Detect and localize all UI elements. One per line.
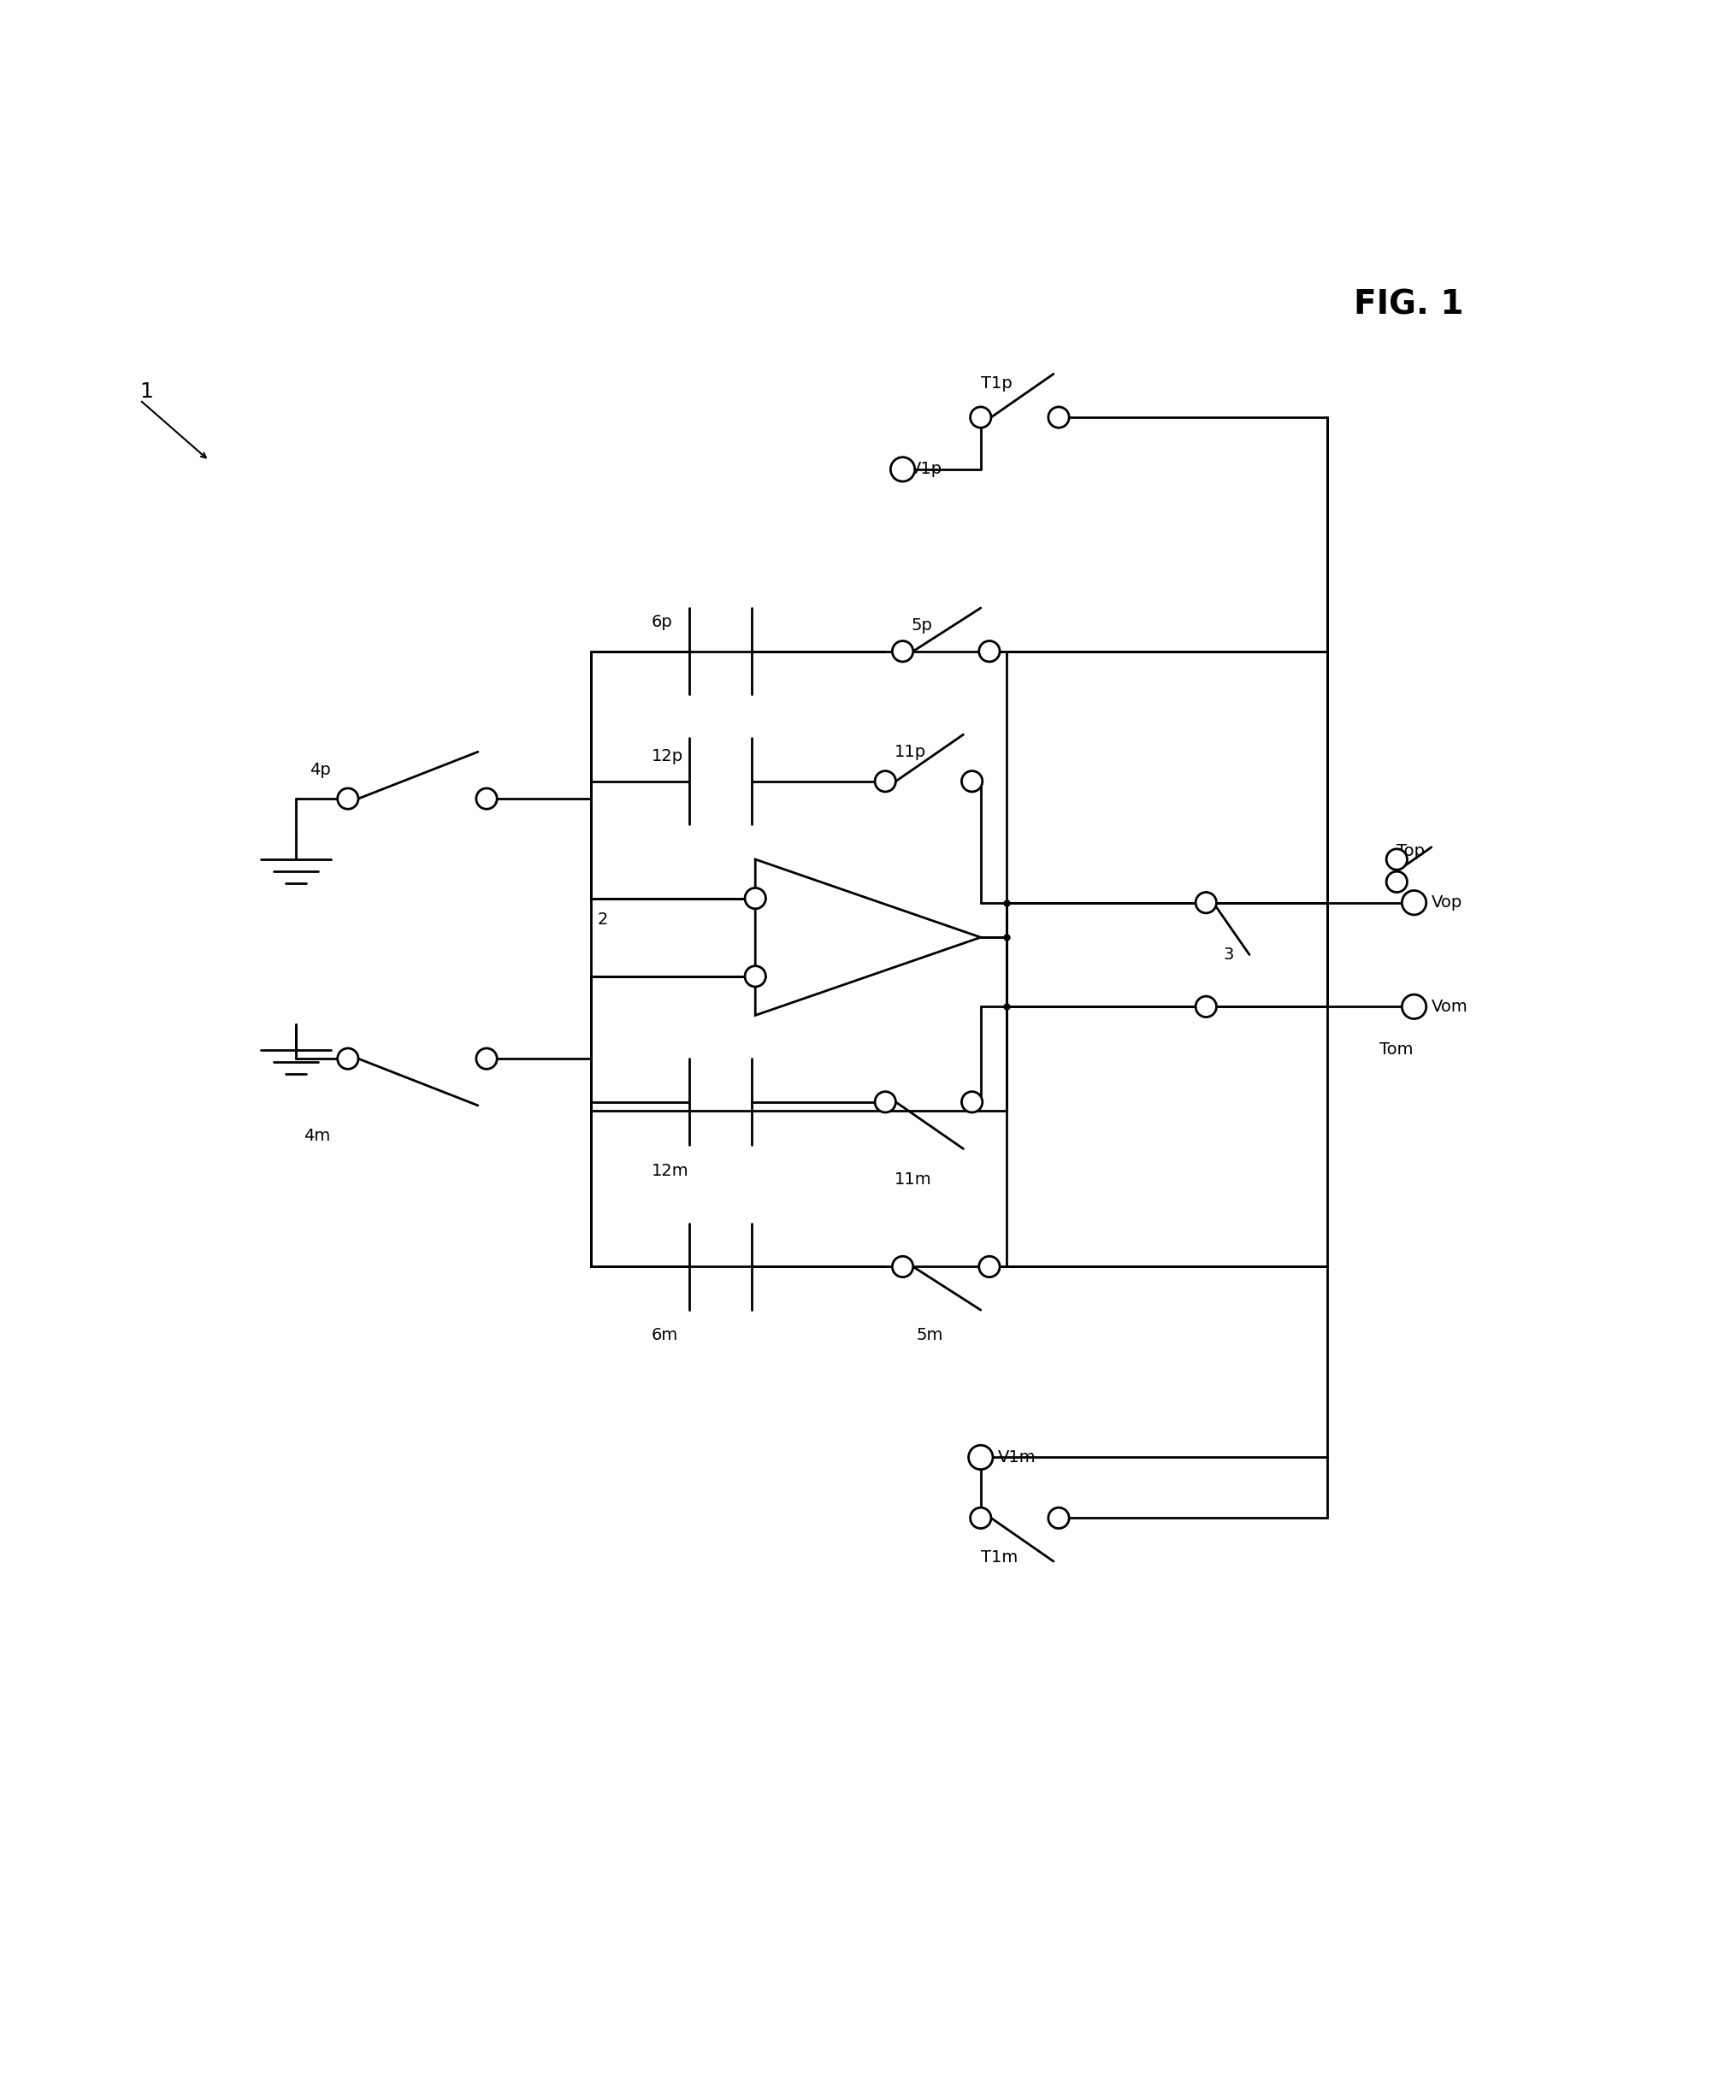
Text: 4p: 4p [309, 762, 330, 777]
Text: 1: 1 [141, 380, 153, 401]
Circle shape [1049, 1508, 1069, 1529]
Circle shape [892, 640, 913, 662]
Circle shape [1049, 407, 1069, 428]
Text: Vop: Vop [1432, 895, 1462, 911]
Text: 12p: 12p [651, 748, 682, 764]
Text: Vom: Vom [1432, 998, 1469, 1014]
Circle shape [979, 1256, 1000, 1277]
Text: 5m: 5m [917, 1327, 943, 1344]
Circle shape [1387, 848, 1408, 869]
Text: 4m: 4m [304, 1128, 330, 1144]
Text: FIG. 1: FIG. 1 [1354, 288, 1463, 321]
Text: Top: Top [1397, 842, 1425, 859]
Circle shape [891, 458, 915, 481]
Text: 3: 3 [1224, 947, 1234, 962]
Circle shape [875, 1092, 896, 1113]
Circle shape [337, 1048, 358, 1069]
Text: 12m: 12m [651, 1163, 689, 1178]
Circle shape [970, 407, 991, 428]
Circle shape [962, 1092, 983, 1113]
Circle shape [745, 888, 766, 909]
Circle shape [1196, 892, 1217, 914]
Circle shape [962, 771, 983, 792]
Text: 2: 2 [597, 911, 608, 928]
Circle shape [1387, 872, 1408, 892]
Text: T1m: T1m [981, 1550, 1017, 1564]
Text: 6p: 6p [651, 615, 672, 630]
Circle shape [745, 966, 766, 987]
Circle shape [969, 1445, 993, 1470]
Text: T1p: T1p [981, 376, 1012, 391]
Text: Tom: Tom [1380, 1042, 1413, 1058]
Circle shape [970, 1508, 991, 1529]
Circle shape [476, 788, 496, 809]
Circle shape [892, 1256, 913, 1277]
Circle shape [1403, 995, 1427, 1019]
Circle shape [1403, 890, 1427, 916]
Circle shape [875, 771, 896, 792]
Text: V1m: V1m [998, 1449, 1036, 1466]
Circle shape [979, 640, 1000, 662]
Circle shape [1196, 995, 1217, 1016]
Text: 11p: 11p [894, 743, 925, 760]
Text: 11m: 11m [894, 1172, 930, 1189]
Text: 5p: 5p [911, 617, 932, 634]
Circle shape [337, 788, 358, 809]
Text: 6m: 6m [651, 1327, 679, 1344]
Text: V1p: V1p [910, 462, 943, 477]
Circle shape [476, 1048, 496, 1069]
